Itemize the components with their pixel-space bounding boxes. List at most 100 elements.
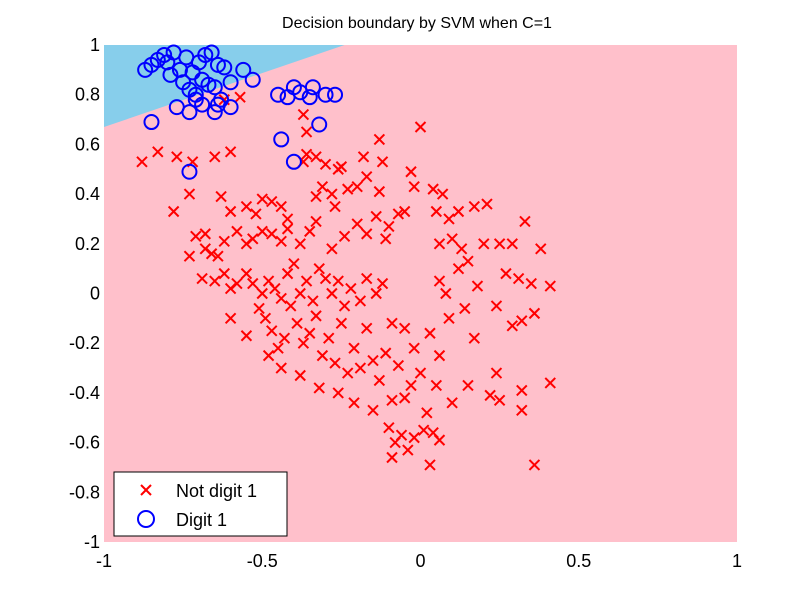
y-tick-label: 0.6 [75,134,100,154]
data-point-not-digit-1 [329,357,341,369]
x-tick-label: 0.5 [566,551,591,571]
data-point-not-digit-1 [323,332,335,344]
data-point-not-digit-1 [310,190,322,203]
chart-title: Decision boundary by SVM when C=1 [282,15,552,32]
data-point-not-digit-1 [240,267,253,280]
data-point-not-digit-1 [398,322,411,334]
data-point-not-digit-1 [224,146,237,158]
data-point-not-digit-1 [370,287,382,300]
data-point-not-digit-1 [370,210,382,223]
x-tick-label: 1 [732,551,742,571]
data-point-not-digit-1 [332,387,344,399]
data-point-not-digit-1 [512,272,525,285]
data-point-not-digit-1 [386,394,398,407]
data-point-not-digit-1 [430,379,443,392]
data-point-not-digit-1 [297,337,310,349]
y-tick-label: -0.6 [69,433,100,453]
data-point-not-digit-1 [443,312,455,325]
data-point-not-digit-1 [367,404,379,417]
data-point-not-digit-1 [446,397,458,409]
data-point-not-digit-1 [452,205,465,218]
data-point-not-digit-1 [304,327,316,339]
data-point-not-digit-1 [253,302,265,315]
data-point-not-digit-1 [209,151,221,163]
data-point-not-digit-1 [493,394,506,407]
region-digit-1 [104,45,345,128]
data-point-not-digit-1 [373,185,386,198]
data-point-not-digit-1 [402,444,414,456]
data-point-not-digit-1 [240,330,253,342]
data-point-not-digit-1 [471,280,484,292]
data-point-not-digit-1 [326,188,338,200]
data-point-not-digit-1 [490,367,503,379]
data-point-not-digit-1 [421,407,433,419]
data-point-not-digit-1 [427,183,439,195]
data-point-not-digit-1 [341,183,354,195]
data-point-not-digit-1 [136,156,148,168]
x-tick-label: -1 [96,551,112,571]
data-point-not-digit-1 [436,188,449,200]
data-point-not-digit-1 [398,205,411,218]
data-point-not-digit-1 [490,300,503,312]
data-point-not-digit-1 [354,295,367,307]
data-point-digit-1 [317,86,334,103]
data-point-not-digit-1 [379,347,392,359]
data-point-digit-1 [181,104,198,121]
legend: Not digit 1 Digit 1 [113,471,288,537]
data-point-not-digit-1 [360,322,373,334]
data-point-not-digit-1 [528,307,541,320]
data-point-digit-1 [194,96,211,113]
data-point-not-digit-1 [307,295,319,307]
data-point-not-digit-1 [247,233,259,245]
data-point-digit-1 [162,66,179,83]
data-point-not-digit-1 [281,213,294,225]
data-point-not-digit-1 [535,243,547,255]
legend-box [113,471,288,537]
data-point-not-digit-1 [313,382,325,394]
data-point-not-digit-1 [373,133,386,146]
data-point-not-digit-1 [294,238,306,250]
data-point-digit-1 [311,116,328,133]
data-point-not-digit-1 [519,215,531,228]
data-point-not-digit-1 [433,434,446,446]
data-point-not-digit-1 [167,205,180,218]
data-point-not-digit-1 [398,392,411,404]
data-point-not-digit-1 [462,255,474,267]
data-point-digit-1 [273,131,290,148]
data-point-not-digit-1 [373,374,386,387]
data-point-not-digit-1 [275,362,287,374]
data-point-not-digit-1 [360,228,373,240]
data-point-not-digit-1 [383,421,395,434]
data-point-not-digit-1 [304,225,316,238]
data-point-not-digit-1 [183,250,196,262]
data-point-digit-1 [181,163,198,180]
data-point-digit-1 [244,71,261,88]
data-point-not-digit-1 [316,180,329,193]
data-point-not-digit-1 [528,459,541,471]
y-tick-label: -0.4 [69,383,100,403]
data-point-not-digit-1 [310,215,322,228]
data-point-not-digit-1 [300,148,313,161]
data-point-not-digit-1 [234,91,246,103]
data-point-not-digit-1 [285,300,297,312]
data-point-not-digit-1 [266,325,278,337]
legend-marker-digit-1 [137,510,155,528]
data-point-not-digit-1 [408,342,420,354]
data-point-digit-1 [156,46,173,63]
data-point-not-digit-1 [360,170,373,183]
data-point-not-digit-1 [433,275,446,287]
data-point-not-digit-1 [275,292,287,305]
y-tick-label: -0.2 [69,333,100,353]
data-point-not-digit-1 [392,359,405,372]
data-point-not-digit-1 [240,200,253,213]
legend-marker-not-digit-1 [140,484,152,496]
plot-area [104,44,737,542]
data-point-not-digit-1 [266,195,278,208]
data-point-not-digit-1 [459,302,471,315]
data-point-digit-1 [143,114,160,131]
y-tick-label: 0.8 [75,85,100,105]
data-point-not-digit-1 [376,156,389,168]
data-point-not-digit-1 [205,248,218,260]
data-point-not-digit-1 [348,342,360,354]
